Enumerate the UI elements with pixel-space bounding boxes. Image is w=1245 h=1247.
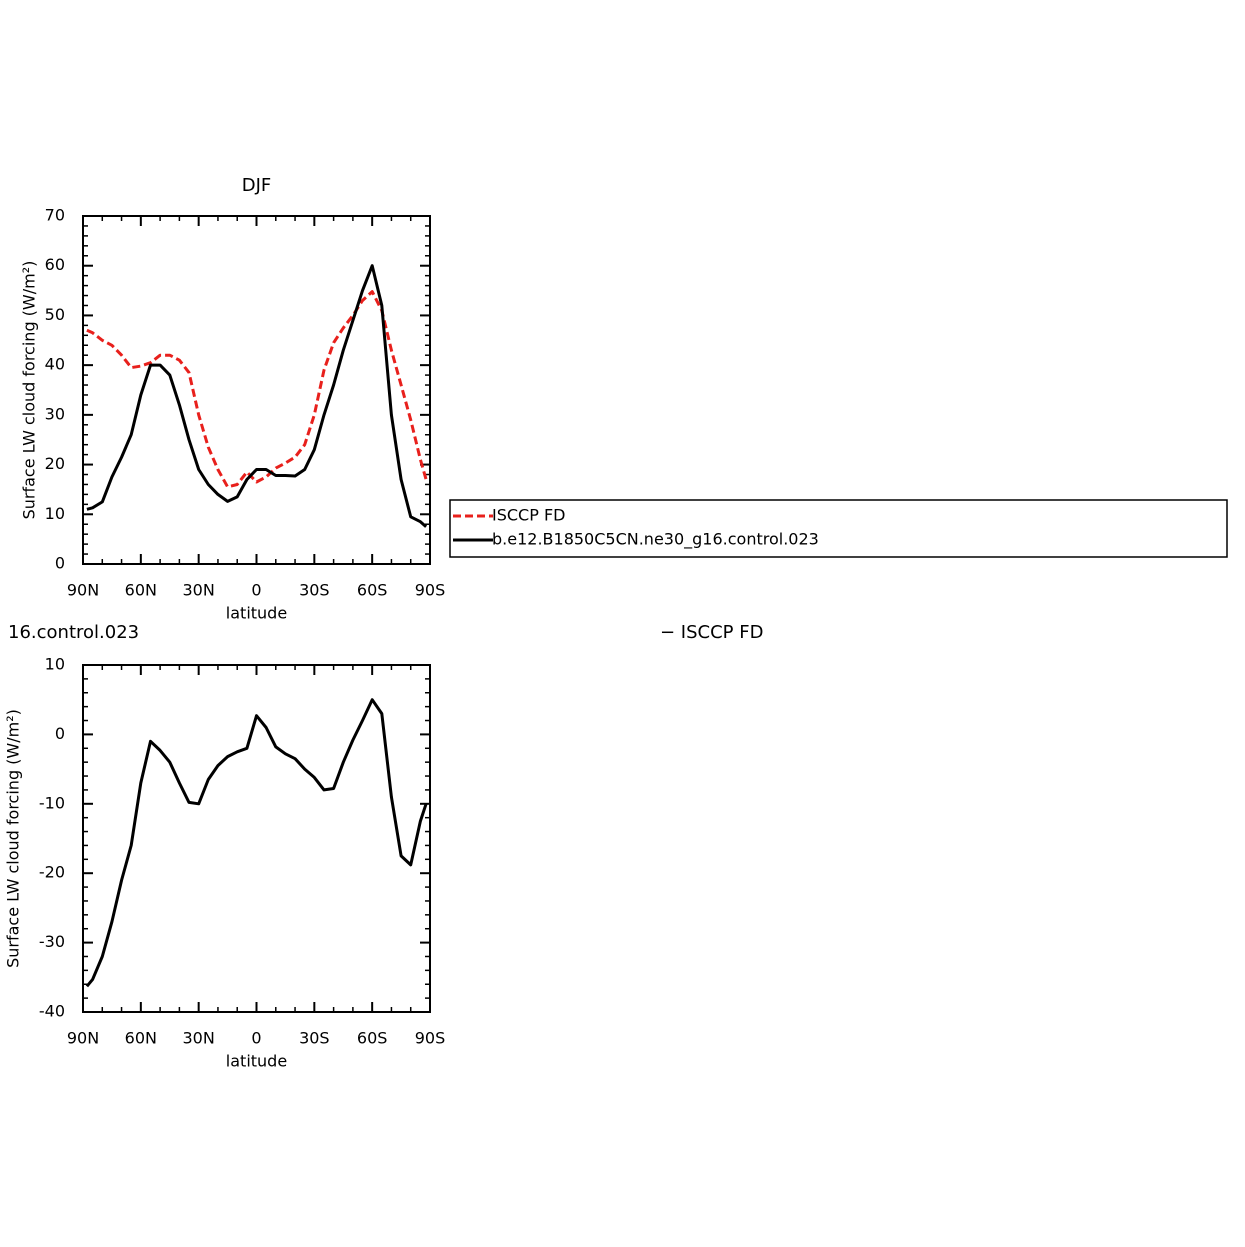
y-tick-label: 70 <box>45 206 65 225</box>
x-tick-label: 0 <box>251 1029 261 1048</box>
plot-frame <box>82 215 431 565</box>
x-tick-label: 60N <box>125 1029 157 1048</box>
y-tick-label: 10 <box>45 504 65 523</box>
y-tick-label: 50 <box>45 305 65 324</box>
y-tick-label: 0 <box>55 724 65 743</box>
plot-frame <box>82 664 431 1013</box>
y-axis-label: Surface LW cloud forcing (W/m²) <box>4 709 23 968</box>
x-tick-label: 30S <box>299 1029 330 1048</box>
y-tick-label: 20 <box>45 454 65 473</box>
y-axis-label: Surface LW cloud forcing (W/m²) <box>20 261 39 520</box>
data-line <box>86 290 428 489</box>
y-tick-label: 0 <box>55 554 65 573</box>
y-tick-label: -40 <box>39 1002 65 1021</box>
x-tick-label: 0 <box>251 581 261 600</box>
x-axis-label: latitude <box>226 1052 287 1071</box>
data-line <box>86 264 428 528</box>
y-tick-label: -10 <box>39 793 65 812</box>
x-tick-label: 60N <box>125 581 157 600</box>
x-tick-label: 30N <box>183 1029 215 1048</box>
y-tick-label: -20 <box>39 863 65 882</box>
x-tick-label: 90S <box>415 581 446 600</box>
x-tick-label: 90S <box>415 1029 446 1048</box>
chart-title: DJF <box>242 175 272 196</box>
y-tick-label: -30 <box>39 932 65 951</box>
x-tick-label: 90N <box>67 581 99 600</box>
legend-label: ISCCP FD <box>492 506 565 525</box>
y-tick-label: 40 <box>45 355 65 374</box>
x-tick-label: 90N <box>67 1029 99 1048</box>
legend-box <box>449 499 1228 558</box>
x-tick-label: 60S <box>357 581 388 600</box>
x-axis-label: latitude <box>226 604 287 623</box>
x-tick-label: 30N <box>183 581 215 600</box>
chart-title: − ISCCP FD <box>660 622 763 643</box>
y-tick-label: 30 <box>45 404 65 423</box>
x-tick-label: 30S <box>299 581 330 600</box>
y-tick-label: 10 <box>45 655 65 674</box>
y-tick-label: 60 <box>45 255 65 274</box>
chart-title: 16.control.023 <box>8 622 139 643</box>
legend-label: b.e12.B1850C5CN.ne30_g16.control.023 <box>492 530 819 550</box>
data-line <box>85 698 428 988</box>
x-tick-label: 60S <box>357 1029 388 1048</box>
